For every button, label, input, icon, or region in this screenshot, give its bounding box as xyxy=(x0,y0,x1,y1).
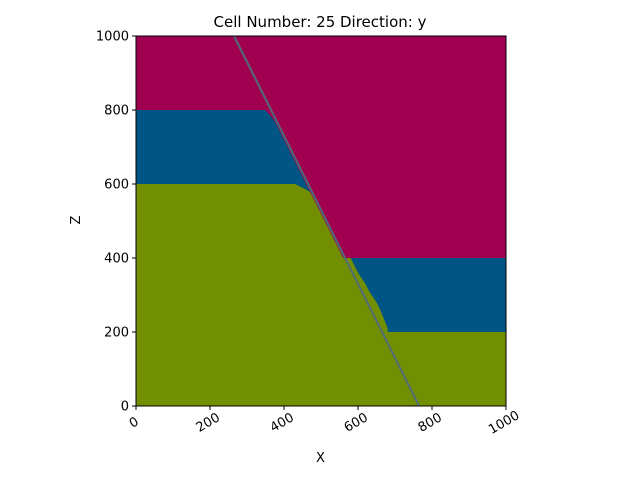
plot-frame xyxy=(135,35,507,407)
x-tick-label-0: 0 xyxy=(127,414,142,431)
y-tick-label-0: 0 xyxy=(121,400,129,415)
x-tick-label-200: 200 xyxy=(194,410,223,435)
chart-title: Cell Number: 25 Direction: y xyxy=(214,13,427,31)
y-axis: 0 200 400 600 800 1000 xyxy=(96,30,136,415)
plot-area xyxy=(135,35,507,407)
y-tick-label-600: 600 xyxy=(104,178,129,193)
plot-layers xyxy=(136,36,506,406)
x-axis-label: X xyxy=(316,451,325,466)
y-axis-label: Z xyxy=(69,215,84,224)
x-axis: 0 200 400 600 800 1000 xyxy=(127,406,522,438)
x-tick-label-1000: 1000 xyxy=(486,408,522,438)
layer-top xyxy=(136,36,506,258)
x-tick-label-400: 400 xyxy=(268,410,297,435)
y-tick-label-800: 800 xyxy=(104,104,129,119)
y-tick-label-1000: 1000 xyxy=(96,30,129,45)
fault-line xyxy=(233,36,420,406)
x-tick-label-800: 800 xyxy=(416,410,445,435)
y-tick-label-400: 400 xyxy=(104,252,129,267)
y-tick-label-200: 200 xyxy=(104,326,129,341)
x-tick-label-600: 600 xyxy=(342,410,371,435)
